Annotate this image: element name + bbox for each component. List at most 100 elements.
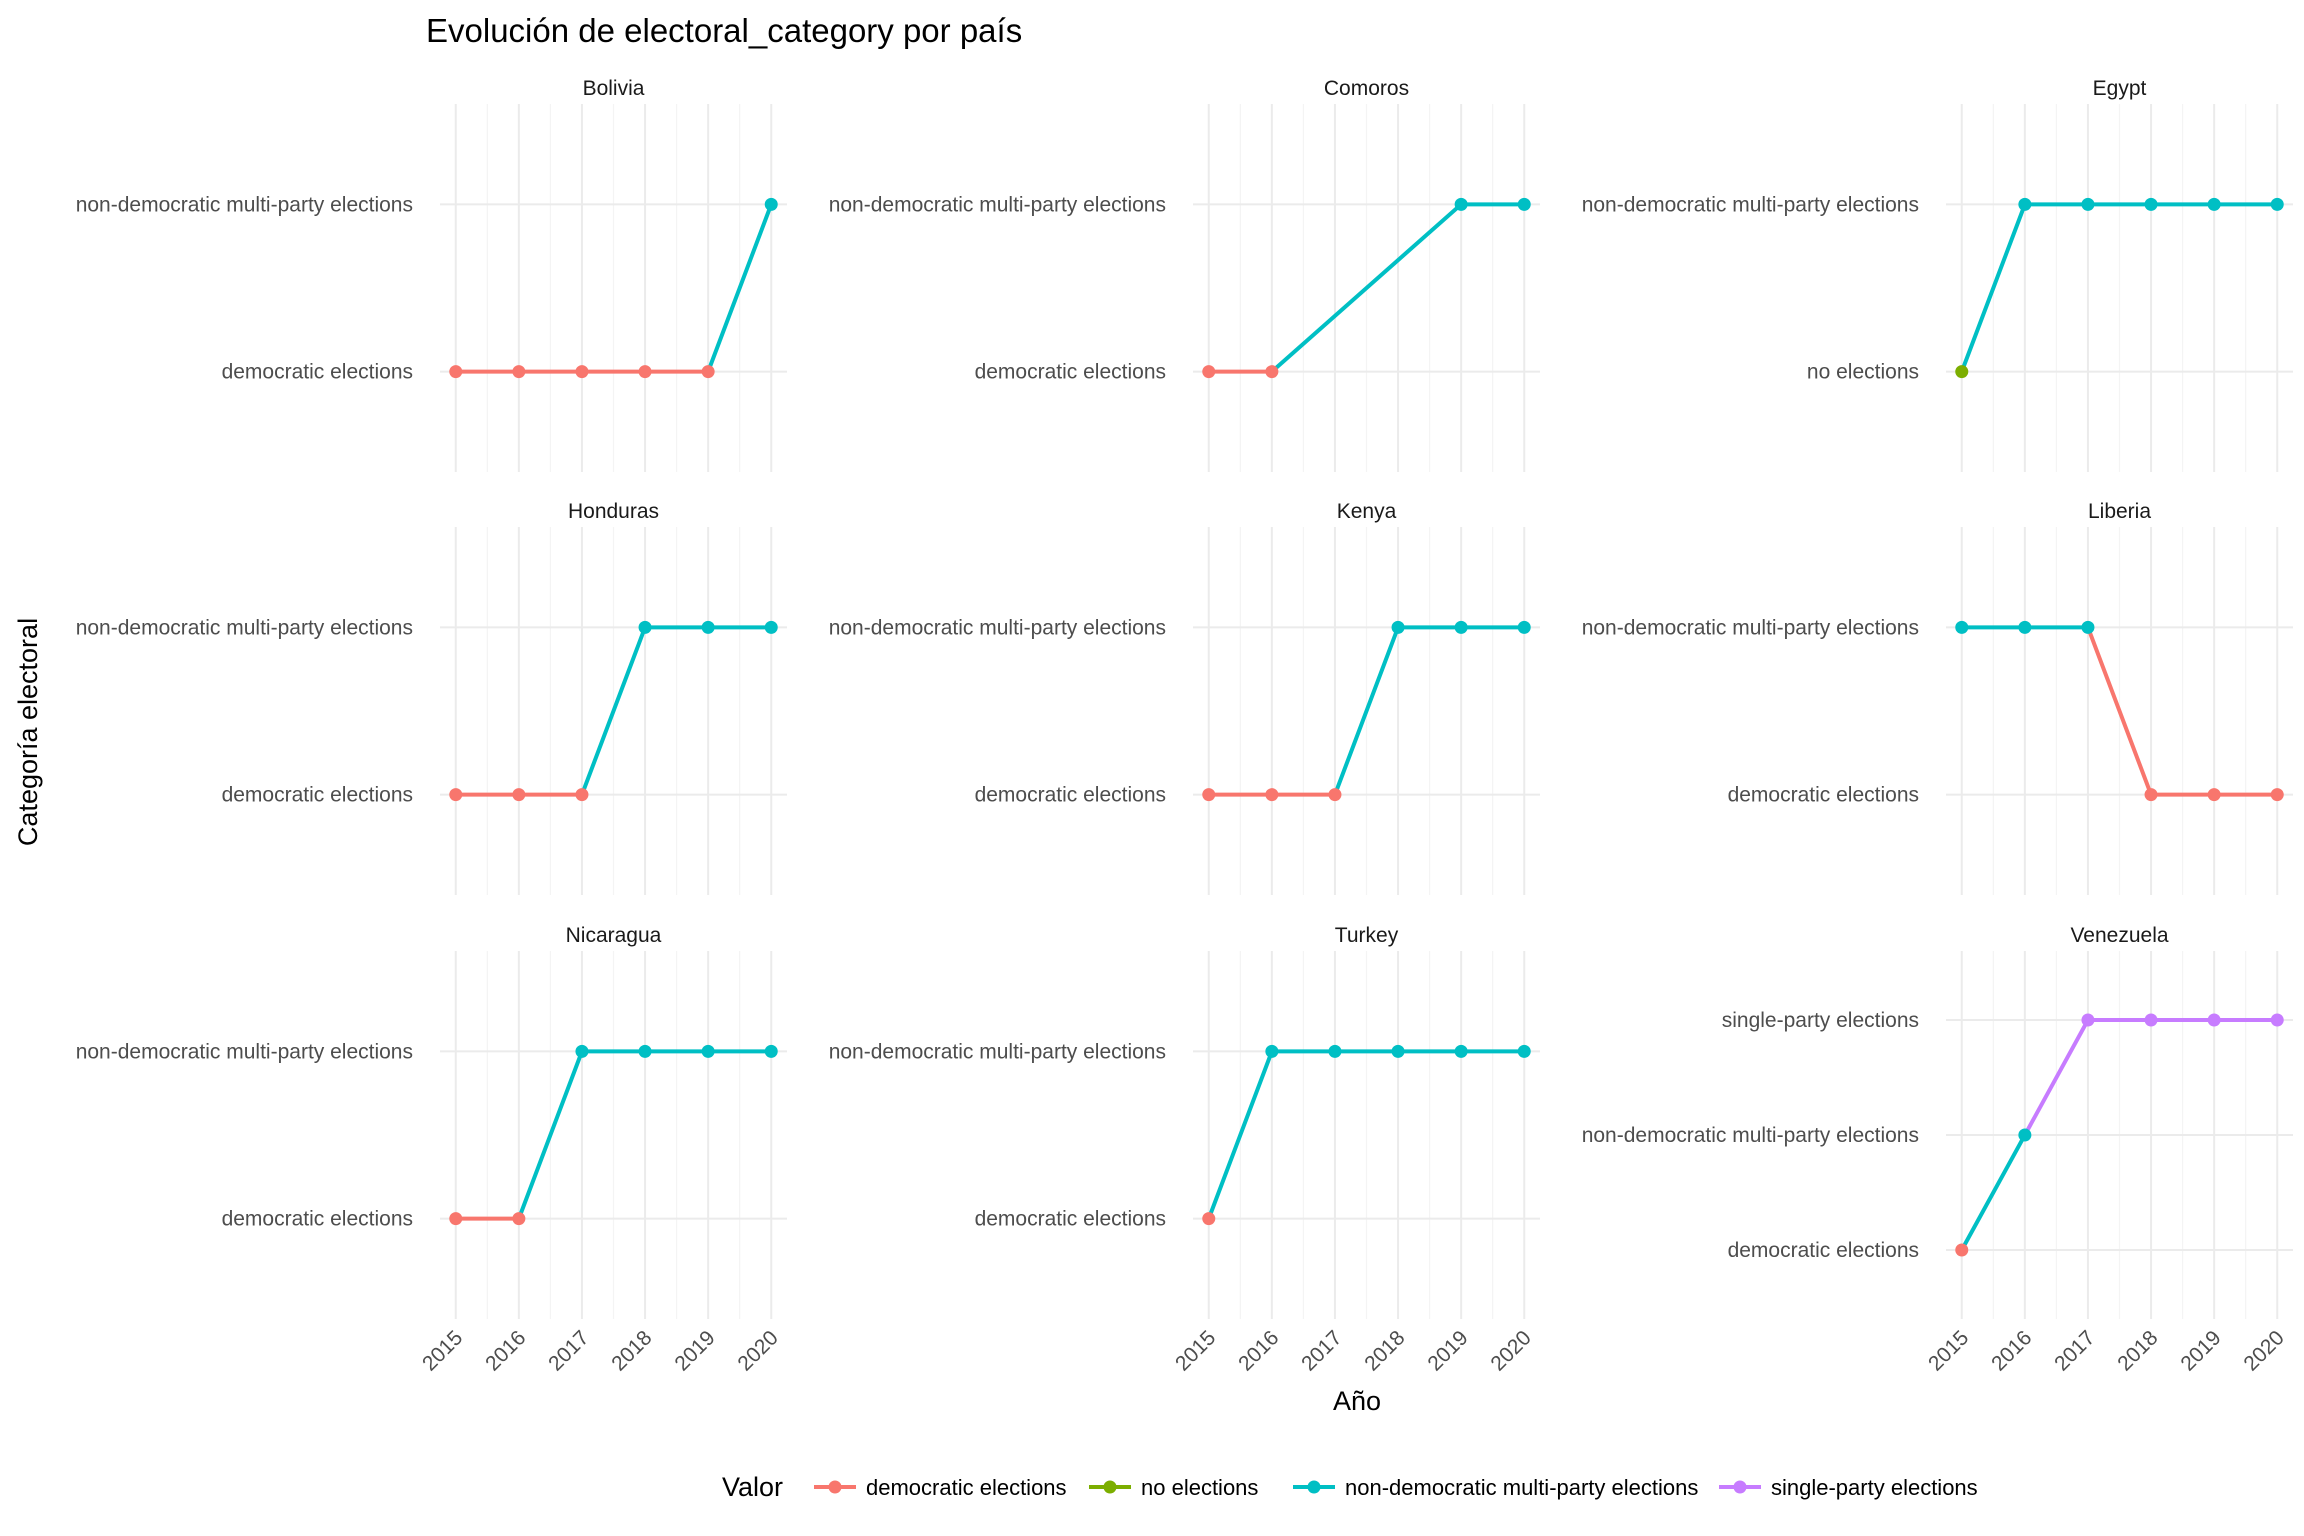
legend-key-point: [1307, 1480, 1321, 1494]
x-tick-label: 2015: [1171, 1326, 1220, 1375]
x-tick-label: 2016: [1234, 1326, 1283, 1375]
data-point: [1517, 197, 1531, 211]
data-point: [449, 365, 463, 379]
data-point: [2270, 788, 2284, 802]
data-point: [2144, 1013, 2158, 1027]
data-point: [2207, 197, 2221, 211]
data-point: [2081, 1013, 2095, 1027]
legend-label: democratic elections: [866, 1475, 1067, 1500]
x-tick-label: 2020: [1486, 1326, 1535, 1375]
x-tick-label: 2018: [2113, 1326, 2162, 1375]
legend-title: Valor: [722, 1472, 783, 1502]
x-tick-label: 2020: [733, 1326, 782, 1375]
x-tick-label: 2016: [481, 1326, 530, 1375]
panel-title: Liberia: [2088, 500, 2151, 523]
series-segment: [1269, 202, 1464, 374]
data-point: [512, 788, 526, 802]
panel-egypt: no elections non-democratic multi-party e…: [1582, 77, 2293, 472]
series-segment: [1959, 202, 2027, 374]
panel-bolivia: democratic elections non-democratic multi…: [76, 77, 787, 472]
y-axis-title: Categoría electoral: [13, 618, 43, 846]
legend-key-point: [1733, 1480, 1747, 1494]
legend-label: no elections: [1141, 1475, 1258, 1500]
data-point: [701, 620, 715, 634]
x-tick-label: 2017: [1297, 1326, 1346, 1375]
x-tick-label: 2016: [1987, 1326, 2036, 1375]
legend-item-single-party-elections: single-party elections: [1719, 1475, 1978, 1500]
y-tick-label: non-democratic multi-party elections: [76, 193, 413, 216]
y-tick-label: non-democratic multi-party elections: [76, 616, 413, 639]
legend-item-no-elections: no elections: [1089, 1475, 1258, 1500]
panel-title: Honduras: [568, 500, 659, 523]
data-point: [1955, 620, 1969, 634]
series-segment: [516, 1049, 584, 1221]
y-tick-label: democratic elections: [1728, 784, 1919, 807]
legend-key-point: [828, 1480, 842, 1494]
data-point: [1517, 620, 1531, 634]
panel-title: Comoros: [1324, 77, 1409, 100]
y-tick-label: democratic elections: [222, 1208, 413, 1231]
series-segment: [579, 625, 648, 797]
data-point: [764, 1044, 778, 1058]
x-tick-label: 2018: [607, 1326, 656, 1375]
data-point: [2270, 1013, 2284, 1027]
series-segment: [1206, 1049, 1274, 1221]
panel-title: Egypt: [2093, 77, 2147, 100]
panel-title: Bolivia: [583, 77, 645, 100]
data-point: [449, 1212, 463, 1226]
x-tick-label: 2018: [1360, 1326, 1409, 1375]
data-point: [575, 1044, 589, 1058]
series-segment: [2085, 625, 2154, 797]
data-point: [1391, 620, 1405, 634]
legend-label: single-party elections: [1771, 1475, 1978, 1500]
panel-title: Turkey: [1335, 924, 1399, 947]
y-tick-label: democratic elections: [975, 1208, 1166, 1231]
panel-turkey: democratic elections non-democratic multi…: [829, 924, 1540, 1376]
x-tick-label: 2017: [2050, 1326, 2099, 1375]
x-tick-label: 2015: [418, 1326, 467, 1375]
panel-kenya: democratic elections non-democratic multi…: [829, 500, 1540, 895]
series-segment: [2022, 1018, 2090, 1137]
data-point: [2207, 788, 2221, 802]
legend-item-non-democratic-multi-party-elections: non-democratic multi-party elections: [1293, 1475, 1698, 1500]
data-point: [449, 788, 463, 802]
legend: Valor democratic elections no elections no…: [722, 1472, 1978, 1502]
data-point: [2081, 620, 2095, 634]
data-point: [2207, 1013, 2221, 1027]
y-tick-label: non-democratic multi-party elections: [829, 616, 1166, 639]
data-point: [701, 1044, 715, 1058]
y-tick-label: single-party elections: [1722, 1009, 1919, 1032]
data-point: [2018, 197, 2032, 211]
data-point: [1328, 1044, 1342, 1058]
panel-liberia: democratic elections non-democratic multi…: [1582, 500, 2293, 895]
data-point: [1202, 365, 1216, 379]
data-point: [764, 197, 778, 211]
y-tick-label: non-democratic multi-party elections: [1582, 1124, 1919, 1147]
x-tick-label: 2019: [2176, 1326, 2225, 1375]
y-tick-label: democratic elections: [975, 361, 1166, 384]
y-tick-label: democratic elections: [222, 361, 413, 384]
y-tick-label: democratic elections: [1728, 1239, 1919, 1262]
legend-label: non-democratic multi-party elections: [1345, 1475, 1698, 1500]
data-point: [764, 620, 778, 634]
y-tick-label: no elections: [1807, 361, 1919, 384]
data-point: [1202, 788, 1216, 802]
data-point: [1454, 620, 1468, 634]
data-point: [2270, 197, 2284, 211]
data-point: [638, 620, 652, 634]
panel-honduras: democratic elections non-democratic multi…: [76, 500, 787, 895]
data-point: [1454, 197, 1468, 211]
x-tick-label: 2019: [1423, 1326, 1472, 1375]
panels: democratic elections non-democratic multi…: [76, 77, 2293, 1376]
data-point: [1265, 788, 1279, 802]
data-point: [1265, 365, 1279, 379]
data-point: [2018, 620, 2032, 634]
panel-comoros: democratic elections non-democratic multi…: [829, 77, 1540, 472]
data-point: [2144, 788, 2158, 802]
panel-venezuela: democratic elections non-democratic multi…: [1582, 924, 2293, 1376]
x-axis-title: Año: [1333, 1386, 1381, 1416]
data-point: [1202, 1212, 1216, 1226]
data-point: [1265, 1044, 1279, 1058]
data-point: [512, 365, 526, 379]
data-point: [575, 365, 589, 379]
